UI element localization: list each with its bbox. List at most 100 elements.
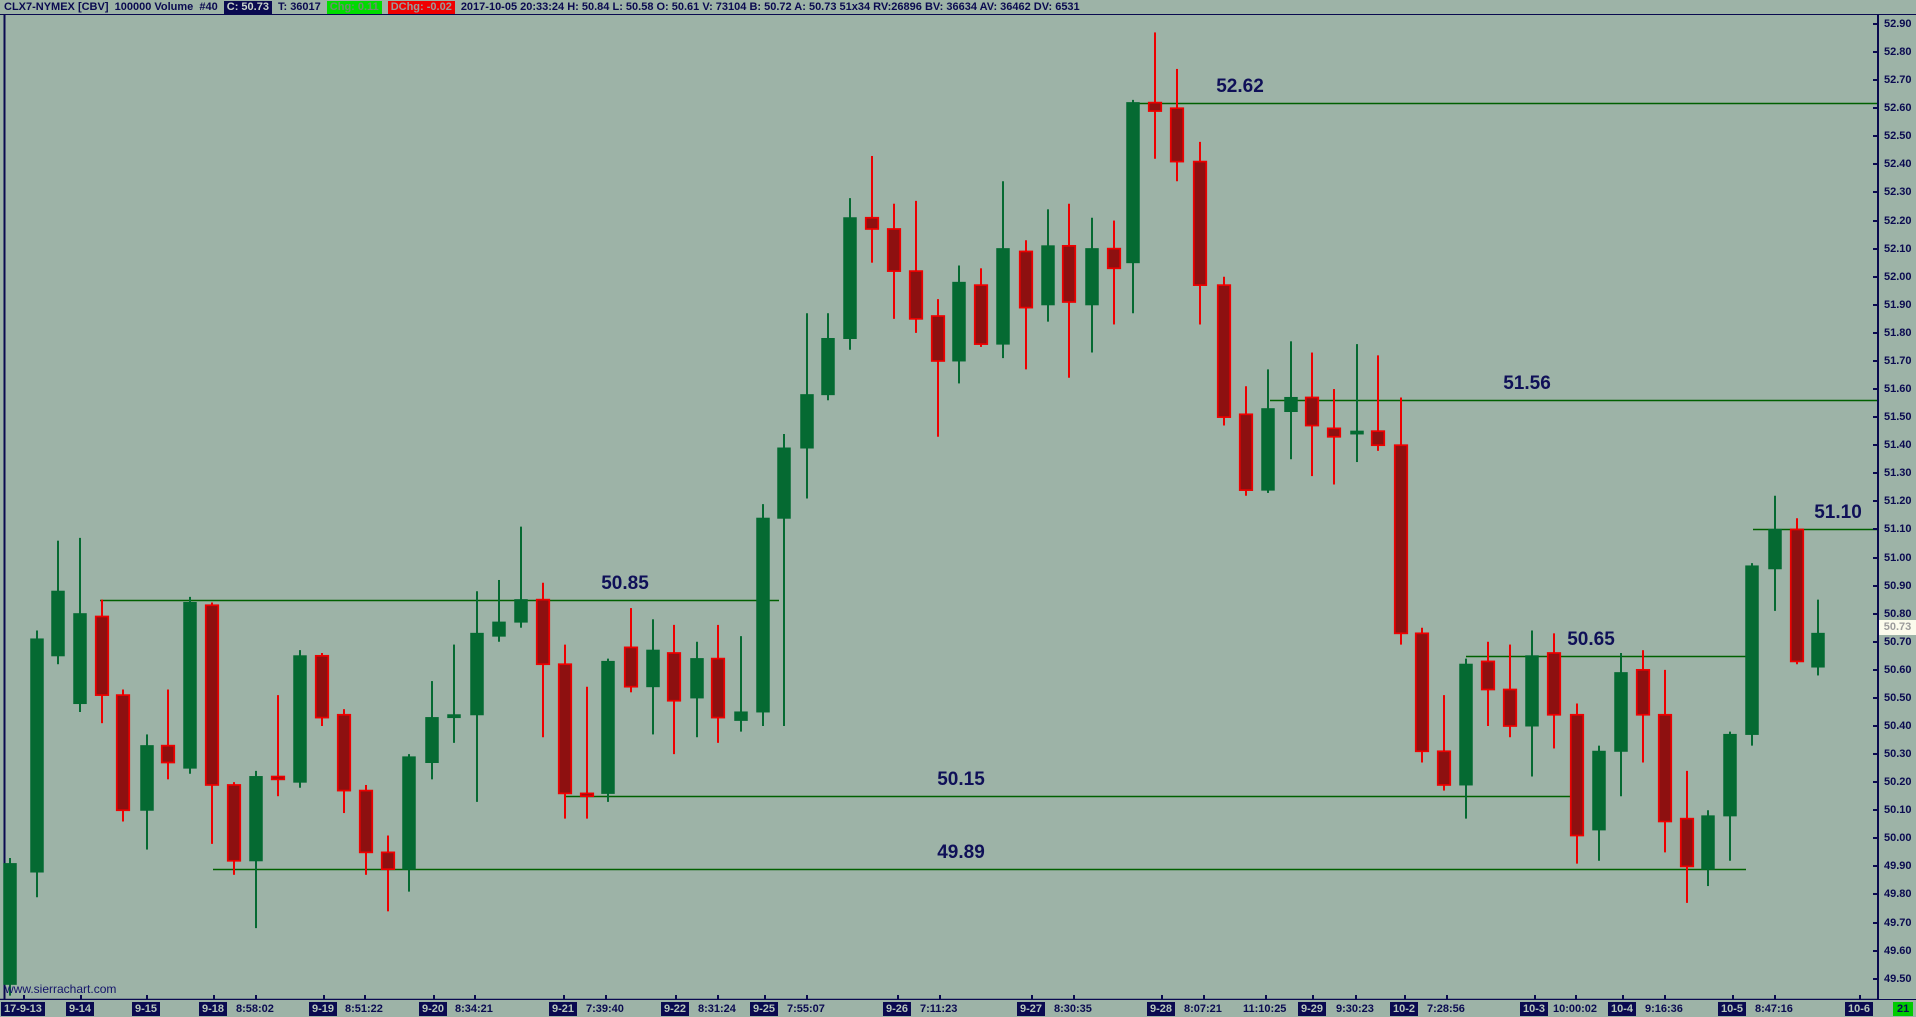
sr-label-49.89: 49.89 xyxy=(937,842,985,864)
candlestick xyxy=(1106,247,1122,270)
candlestick xyxy=(115,694,131,812)
sierrachart-watermark: www.sierrachart.com xyxy=(5,982,117,996)
time-axis-tick xyxy=(1534,995,1536,1000)
time-axis-time-label: 8:47:16 xyxy=(1755,1003,1793,1015)
time-axis-tick xyxy=(1404,995,1406,1000)
candlestick xyxy=(756,517,770,713)
candlestick xyxy=(864,216,880,230)
time-axis-date-label: 10-5 xyxy=(1718,1002,1747,1016)
price-axis-label: 51.60 xyxy=(1884,383,1912,396)
countdown-badge: 21 xyxy=(1893,1002,1914,1016)
price-axis-tick xyxy=(1873,809,1878,812)
time-axis-tick xyxy=(1575,995,1577,1000)
price-axis-label: 49.50 xyxy=(1884,972,1912,985)
candlestick xyxy=(249,776,263,862)
time-axis-date-label: 9-15 xyxy=(132,1002,161,1016)
price-axis-tick xyxy=(1873,388,1878,391)
price-axis-label: 52.10 xyxy=(1884,242,1912,255)
price-axis-tick xyxy=(1873,837,1878,840)
candlestick xyxy=(140,745,154,811)
price-axis-label: 52.20 xyxy=(1884,214,1912,227)
time-axis-time-label: 8:34:21 xyxy=(455,1003,493,1015)
price-axis-label: 50.80 xyxy=(1884,607,1912,620)
price-axis-label: 50.10 xyxy=(1884,804,1912,817)
candlestick xyxy=(1041,245,1055,306)
candlestick xyxy=(336,713,352,792)
price-axis-tick xyxy=(1873,23,1878,25)
candlestick xyxy=(1284,396,1298,413)
price-axis-tick xyxy=(1873,584,1878,587)
sr-label-52.62: 52.62 xyxy=(1216,75,1264,97)
price-axis-tick xyxy=(1873,303,1878,306)
time-axis-tick xyxy=(717,995,719,1000)
price-axis-label: 52.90 xyxy=(1884,18,1912,30)
candlestick xyxy=(930,315,946,362)
candlestick xyxy=(1238,413,1254,491)
candlestick xyxy=(51,590,65,657)
price-axis-tick xyxy=(1873,893,1878,896)
time-axis-tick xyxy=(1161,995,1163,1000)
time-axis-tick xyxy=(80,995,82,1000)
price-axis-tick xyxy=(1873,331,1878,334)
price-axis-label: 50.70 xyxy=(1884,635,1912,648)
candlestick xyxy=(1592,750,1606,831)
candlestick xyxy=(996,248,1010,345)
price-axis-tick xyxy=(1873,51,1878,54)
candlestick xyxy=(623,646,639,688)
change-badge: Chg: 0.11 xyxy=(326,0,382,14)
price-axis-label: 52.30 xyxy=(1884,186,1912,199)
time-axis-time-label: 7:55:07 xyxy=(787,1003,825,1015)
current-price-box: 50.73 xyxy=(1879,620,1916,636)
price-axis-tick xyxy=(1873,781,1878,784)
time-axis-tick xyxy=(675,995,677,1000)
price-axis-tick xyxy=(1873,359,1878,362)
time-axis-tick xyxy=(897,995,899,1000)
price-axis-label: 52.80 xyxy=(1884,46,1912,59)
quote-header-bar: CLX7-NYMEX [CBV] 100000 Volume #40 C: 50… xyxy=(0,0,1916,15)
price-axis[interactable]: 52.90 52.80 52.70 52.60 52.50 52.40 52.30 52.20… xyxy=(1873,15,1916,1000)
time-axis-tick xyxy=(563,995,565,1000)
price-axis-tick xyxy=(1873,640,1878,643)
candlestick xyxy=(1614,672,1628,752)
candlestick xyxy=(1635,668,1651,716)
price-axis-label: 51.50 xyxy=(1884,411,1912,424)
price-axis-tick xyxy=(1873,472,1878,475)
time-axis-tick xyxy=(255,995,257,1000)
time-axis-tick xyxy=(1446,995,1448,1000)
daily-change-badge: DChg: -0.02 xyxy=(387,0,455,14)
time-axis-date-label: 17-9-13 xyxy=(1,1002,45,1016)
candlestick xyxy=(666,652,682,702)
candlestick xyxy=(204,604,220,786)
price-axis-label: 51.30 xyxy=(1884,467,1912,480)
candlestick xyxy=(1147,101,1163,112)
price-axis-label: 50.20 xyxy=(1884,776,1912,789)
candlestick xyxy=(1657,713,1673,823)
candlestick xyxy=(1216,284,1232,418)
candlestick xyxy=(1679,817,1695,868)
price-axis-label: 51.80 xyxy=(1884,326,1912,339)
price-axis-label: 50.00 xyxy=(1884,832,1912,845)
time-axis-time-label: 7:11:23 xyxy=(920,1003,958,1015)
price-axis-tick xyxy=(1873,107,1878,110)
price-axis-label: 50.40 xyxy=(1884,720,1912,732)
candlestick xyxy=(1811,632,1825,668)
candlestick xyxy=(800,394,814,449)
time-axis-tick xyxy=(1732,995,1734,1000)
candlestick xyxy=(447,714,461,719)
price-axis-tick xyxy=(1873,275,1878,278)
time-axis-date-label: 9-26 xyxy=(883,1002,912,1016)
candlestick xyxy=(293,655,307,783)
symbol-title: CLX7-NYMEX [CBV] 100000 Volume #40 xyxy=(4,0,218,13)
candlestick xyxy=(160,744,176,764)
candlestick xyxy=(646,649,660,688)
candlestick xyxy=(557,663,573,795)
price-axis-label: 50.60 xyxy=(1884,663,1912,676)
candlestick xyxy=(579,792,595,798)
time-axis-date-label: 9-14 xyxy=(66,1002,95,1016)
price-axis-tick xyxy=(1873,219,1878,222)
price-axis-label: 51.90 xyxy=(1884,298,1912,311)
price-axis-label: 52.50 xyxy=(1884,130,1912,143)
time-axis[interactable]: 17-9-13 9-14 9-15 9-18 8:58:02 9-19 8:51:22 9-2… xyxy=(0,995,1916,1017)
price-axis-tick xyxy=(1873,612,1878,615)
